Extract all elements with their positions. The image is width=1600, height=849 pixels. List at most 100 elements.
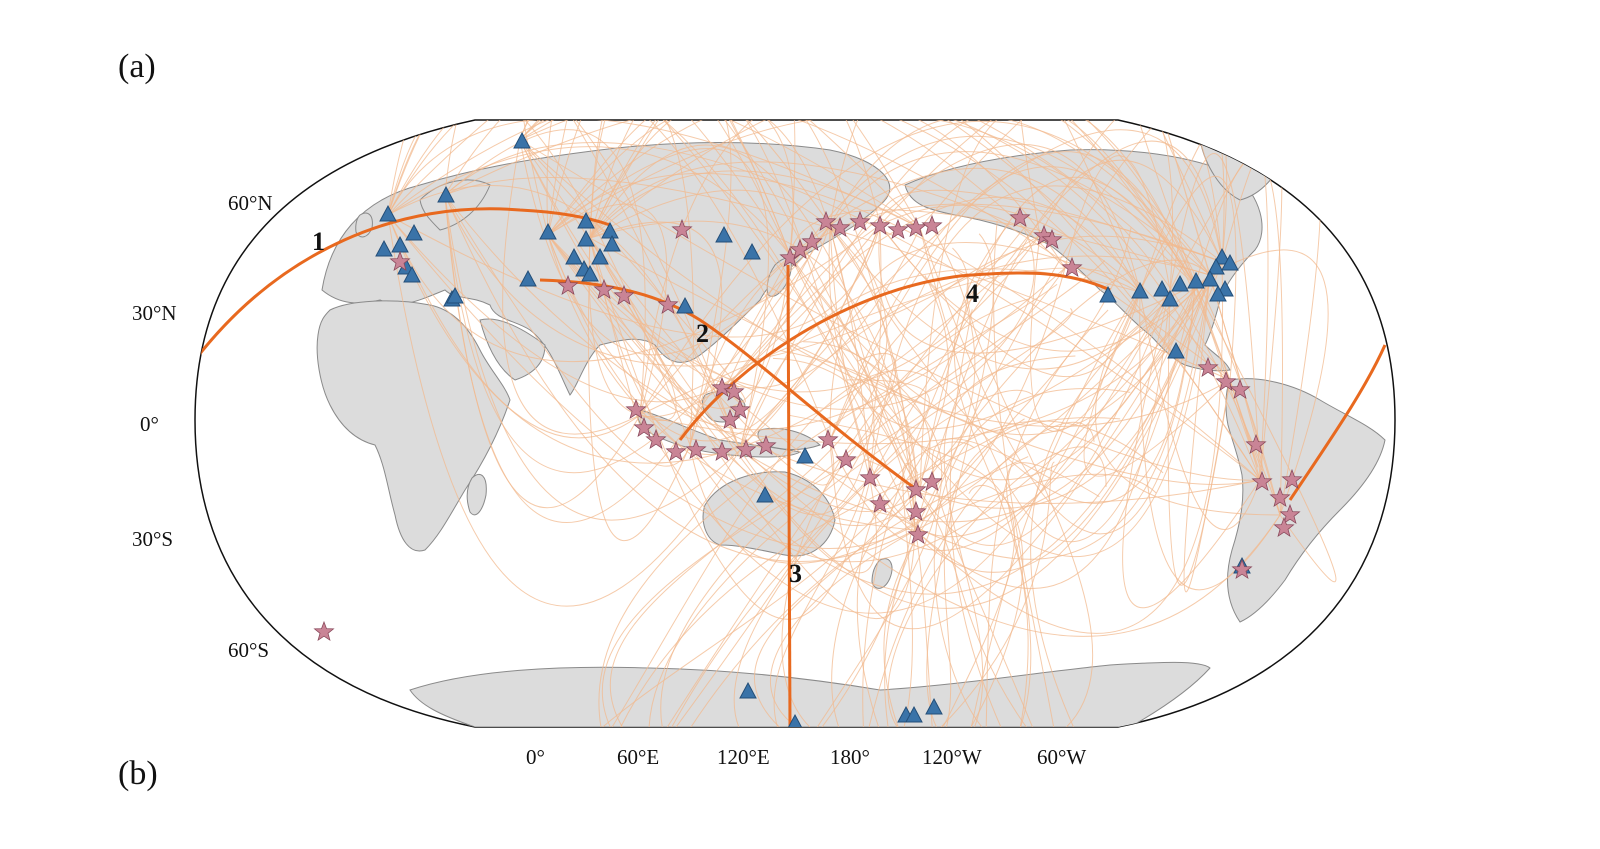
highlighted-path-4 xyxy=(678,271,1111,441)
ray-path xyxy=(519,120,794,256)
ray-path xyxy=(1122,289,1261,608)
ray-path xyxy=(387,214,741,607)
ray-path xyxy=(828,224,1211,430)
ray-path xyxy=(589,161,1041,239)
event-star xyxy=(633,416,655,438)
ray-path xyxy=(387,214,1066,549)
ray-path xyxy=(519,120,694,446)
ray-path xyxy=(739,284,1196,523)
station-triangle xyxy=(756,485,774,503)
ray-path xyxy=(547,147,769,451)
ray-path xyxy=(387,214,641,439)
event-star xyxy=(729,398,751,420)
ray-path xyxy=(1005,462,1100,727)
event-star xyxy=(645,428,667,450)
lat-label-0: 0° xyxy=(140,412,159,436)
event-star xyxy=(1269,486,1291,508)
ray-path xyxy=(926,233,994,727)
ray-path xyxy=(919,274,1211,509)
ray-path xyxy=(993,220,1055,727)
ray-path xyxy=(773,285,875,727)
event-markers xyxy=(313,206,1303,642)
ray-path xyxy=(519,120,921,229)
ray-path xyxy=(387,214,881,363)
event-star xyxy=(869,492,891,514)
ray-path xyxy=(639,167,1141,416)
event-star xyxy=(1251,470,1273,492)
event-star xyxy=(815,210,837,232)
ray-path xyxy=(589,237,1261,485)
ray-path xyxy=(519,120,1281,516)
station-triangle xyxy=(925,697,943,715)
lon-label-120e: 120°E xyxy=(717,745,770,769)
ray-path xyxy=(862,247,969,727)
event-star xyxy=(1279,503,1301,525)
ray-path xyxy=(675,352,897,727)
station-triangle xyxy=(403,265,421,283)
event-star xyxy=(665,440,687,462)
ray-path xyxy=(968,484,1024,727)
ray-path xyxy=(789,414,1015,727)
event-star xyxy=(1041,228,1063,250)
ray-path xyxy=(1194,284,1337,583)
ray-path xyxy=(611,369,942,727)
event-star xyxy=(613,284,635,306)
ray-path xyxy=(589,224,881,455)
station-triangle xyxy=(1187,271,1205,289)
ray-path xyxy=(779,350,943,727)
ray-path xyxy=(769,473,1157,727)
ray-path xyxy=(547,234,921,512)
event-star xyxy=(887,218,909,240)
south-america xyxy=(1225,378,1386,623)
lat-label-60s: 60°S xyxy=(228,638,269,662)
ray-path xyxy=(547,234,921,526)
madagascar xyxy=(466,473,487,516)
ray-path xyxy=(1167,289,1231,586)
station-triangle xyxy=(796,446,814,464)
ray-path xyxy=(789,254,1196,481)
ray-path xyxy=(444,194,916,562)
event-star xyxy=(723,380,745,402)
event-star xyxy=(313,620,335,642)
ray-path xyxy=(519,139,791,409)
event-star xyxy=(657,293,679,315)
event-star xyxy=(735,438,757,460)
station-triangle xyxy=(565,247,583,265)
ray-path xyxy=(547,120,1281,516)
station-triangle xyxy=(437,185,455,203)
ray-path xyxy=(589,237,916,620)
ray-path xyxy=(781,298,1031,727)
ray-path xyxy=(933,388,1131,727)
ray-path xyxy=(520,120,741,451)
event-star xyxy=(921,470,943,492)
station-triangle xyxy=(519,269,537,287)
ray-path xyxy=(589,237,877,574)
highlighted-path-1 xyxy=(195,207,611,361)
ray-path xyxy=(733,389,1033,727)
event-star xyxy=(1215,370,1237,392)
ray-path xyxy=(914,120,1228,531)
ray-path xyxy=(387,120,1261,481)
station-triangle xyxy=(581,264,599,282)
station-triangle xyxy=(676,296,694,314)
ray-path xyxy=(829,151,1196,441)
ray-path xyxy=(444,194,741,521)
event-star xyxy=(1009,206,1031,228)
event-star xyxy=(719,408,741,430)
event-star xyxy=(849,210,871,232)
ray-path xyxy=(879,120,1174,291)
ray-path xyxy=(1030,295,1175,727)
ray-path xyxy=(589,220,916,531)
ray-path xyxy=(829,120,1196,286)
ray-path xyxy=(724,196,1141,391)
ray-path xyxy=(919,120,1196,491)
station-triangle xyxy=(1221,253,1239,271)
station-triangle xyxy=(577,211,595,229)
ray-path xyxy=(547,203,668,416)
event-star xyxy=(835,448,857,470)
ray-path xyxy=(666,224,1028,727)
ray-path xyxy=(931,438,1052,727)
ray-path xyxy=(919,120,1225,263)
ray-path xyxy=(879,224,1141,377)
ray-path xyxy=(789,254,1211,558)
